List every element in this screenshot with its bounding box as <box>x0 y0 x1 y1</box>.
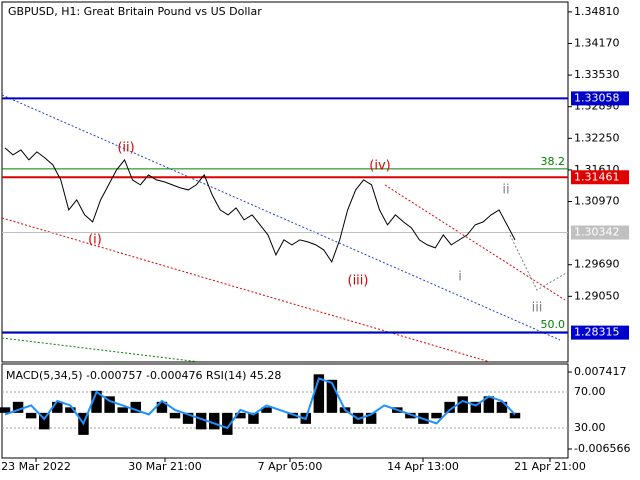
macd-bar <box>130 401 141 413</box>
y-tick-label: 1.34810 <box>574 5 620 18</box>
y-tick-label: 1.33530 <box>574 68 620 81</box>
rsi-line <box>4 377 516 430</box>
macd-bar <box>12 401 24 413</box>
macd-bar <box>261 407 272 413</box>
wave-label: (ii) <box>117 141 134 156</box>
level-box <box>571 325 629 340</box>
macd-bar <box>169 412 181 419</box>
chart-title: GBPUSD, H1: Great Britain Pound vs US Do… <box>8 5 262 18</box>
macd-bar <box>91 390 102 413</box>
y-tick-label: 70.00 <box>574 385 606 398</box>
trend-channel <box>1 337 201 363</box>
macd-bar <box>222 412 233 435</box>
macd-bar <box>313 374 325 413</box>
level-box <box>571 225 629 240</box>
macd-bar <box>195 412 207 430</box>
wave-label: (iii) <box>348 274 369 289</box>
macd-bar <box>444 401 455 413</box>
macd-bar <box>25 412 37 419</box>
y-tick-label: 0.007417 <box>574 365 627 378</box>
macd-bar <box>326 379 338 413</box>
macd-bar <box>65 407 76 413</box>
x-tick-label: 23 Mar 2022 <box>1 460 71 473</box>
y-tick-label: -0.006566 <box>574 442 630 455</box>
trend-channel <box>1 217 491 363</box>
level-box <box>571 170 629 185</box>
level-box <box>571 91 629 106</box>
macd-bar <box>104 396 115 413</box>
y-tick-label: 1.30970 <box>574 195 620 208</box>
x-tick-label: 7 Apr 05:00 <box>258 460 323 473</box>
macd-bar <box>248 412 259 424</box>
price-panel <box>1 1 569 363</box>
y-tick-label: 1.29050 <box>574 289 620 302</box>
x-tick-label: 21 Apr 21:00 <box>514 460 586 473</box>
macd-bar <box>117 407 128 413</box>
x-tick-label: 14 Apr 13:00 <box>387 460 459 473</box>
level-label: 1.28315 <box>574 326 620 339</box>
y-tick-label: 1.32250 <box>574 131 620 144</box>
macd-bar <box>405 412 416 419</box>
trend-channel <box>1 94 561 341</box>
y-tick-label: 30.00 <box>574 421 606 434</box>
x-tick-label: 30 Mar 21:00 <box>128 460 201 473</box>
level-label: 1.33058 <box>574 91 620 104</box>
y-tick-label: 1.34170 <box>574 36 620 49</box>
wave-label: ii <box>502 183 509 198</box>
indicator-title: MACD(5,34,5) -0.000757 -0.000476 RSI(14)… <box>6 369 281 382</box>
level-label: 1.31461 <box>574 170 620 183</box>
wave-label: (iv) <box>369 159 390 174</box>
macd-bar <box>457 396 468 413</box>
macd-bar <box>156 401 168 413</box>
macd-bar <box>209 412 220 430</box>
fib-label: 50.0 <box>541 318 566 331</box>
macd-bar <box>496 401 508 413</box>
fib-label: 38.2 <box>541 155 566 168</box>
wave-label: iii <box>532 301 543 316</box>
macd-bar <box>182 412 194 424</box>
macd-bar <box>0 407 11 413</box>
price-line <box>4 147 516 264</box>
projection <box>509 234 569 291</box>
level-label: 1.30342 <box>574 226 620 239</box>
macd-bar <box>431 412 442 419</box>
macd-bar <box>365 412 377 424</box>
macd-bar <box>235 412 246 419</box>
macd-bar <box>509 412 521 419</box>
wave-label: i <box>458 270 462 285</box>
y-tick-label: 1.29690 <box>574 258 620 271</box>
wave-label: (i) <box>88 233 102 248</box>
macd-bar <box>39 412 50 430</box>
macd-bar <box>287 412 298 419</box>
macd-bar <box>470 401 481 413</box>
macd-bar <box>52 401 63 413</box>
macd-bar <box>483 396 495 413</box>
